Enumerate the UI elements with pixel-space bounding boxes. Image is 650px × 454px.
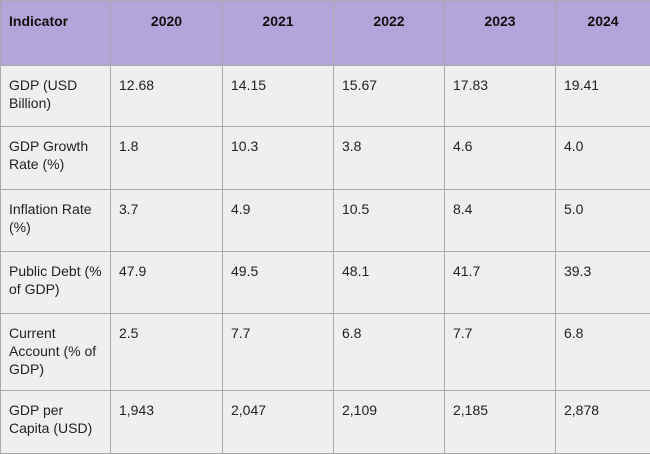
cell: 8.4 — [445, 190, 556, 252]
cell: 2,047 — [223, 391, 334, 454]
cell: 10.5 — [334, 190, 445, 252]
cell: 4.0 — [556, 127, 650, 190]
header-cell: 2023 — [445, 1, 556, 66]
cell: 14.15 — [223, 66, 334, 127]
cell: 1,943 — [111, 391, 223, 454]
row-label: GDP Growth Rate (%) — [1, 127, 111, 190]
cell: 4.9 — [223, 190, 334, 252]
row-label: GDP per Capita (USD) — [1, 391, 111, 454]
cell: 3.8 — [334, 127, 445, 190]
cell: 10.3 — [223, 127, 334, 190]
cell: 49.5 — [223, 252, 334, 314]
cell: 15.67 — [334, 66, 445, 127]
cell: 6.8 — [334, 314, 445, 391]
cell: 5.0 — [556, 190, 650, 252]
cell: 47.9 — [111, 252, 223, 314]
cell: 41.7 — [445, 252, 556, 314]
row-label: Current Account (% of GDP) — [1, 314, 111, 391]
cell: 39.3 — [556, 252, 650, 314]
cell: 7.7 — [445, 314, 556, 391]
cell: 2,185 — [445, 391, 556, 454]
cell: 6.8 — [556, 314, 650, 391]
row-label: GDP (USD Billion) — [1, 66, 111, 127]
cell: 12.68 — [111, 66, 223, 127]
cell: 2.5 — [111, 314, 223, 391]
cell: 3.7 — [111, 190, 223, 252]
header-cell: 2022 — [334, 1, 445, 66]
cell: 7.7 — [223, 314, 334, 391]
cell: 2,878 — [556, 391, 650, 454]
row-label: Public Debt (% of GDP) — [1, 252, 111, 314]
header-cell: 2024 — [556, 1, 650, 66]
cell: 1.8 — [111, 127, 223, 190]
header-cell: 2021 — [223, 1, 334, 66]
cell: 19.41 — [556, 66, 650, 127]
row-label: Inflation Rate (%) — [1, 190, 111, 252]
cell: 2,109 — [334, 391, 445, 454]
header-cell: Indicator — [1, 1, 111, 66]
header-cell: 2020 — [111, 1, 223, 66]
cell: 4.6 — [445, 127, 556, 190]
cell: 48.1 — [334, 252, 445, 314]
cell: 17.83 — [445, 66, 556, 127]
